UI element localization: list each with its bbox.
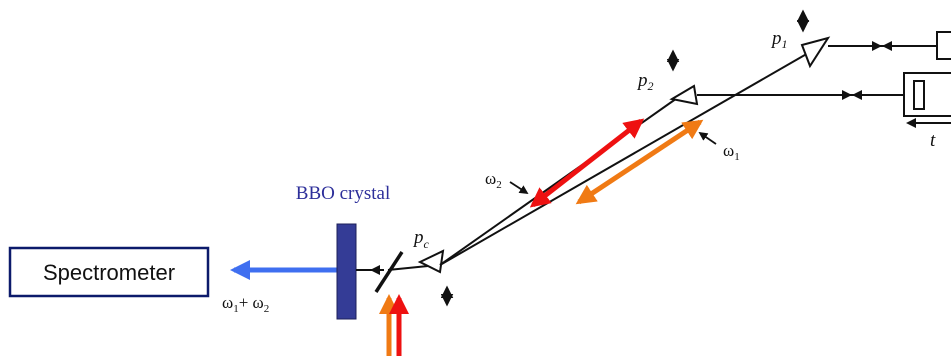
spectrometer-box	[8, 246, 210, 298]
sum-frequency-label: ω1+ ω2	[222, 293, 269, 315]
spectrometer-label: Spectrometer	[43, 260, 175, 285]
pc-to-p1-beam	[439, 51, 811, 266]
omega1-pointer	[698, 131, 717, 145]
prism-pc	[417, 249, 445, 274]
p2-line-bowtie-icon	[842, 90, 862, 100]
omega2-label: ω2	[485, 169, 502, 191]
delay-stage: t	[903, 72, 951, 151]
omega1-label: ω1	[723, 141, 740, 163]
prism-p1	[800, 36, 831, 69]
omega2-pointer	[509, 181, 529, 194]
spectrometer: Spectrometer	[8, 246, 210, 298]
p1-line-bowtie-icon	[872, 41, 892, 51]
omega1-beam	[575, 119, 704, 205]
prism-p2	[669, 84, 699, 106]
pc-to-p2-beam	[439, 95, 681, 266]
delay-label: t	[930, 130, 936, 151]
prism-p2-label: p2	[636, 70, 654, 93]
omega2-beam	[529, 118, 645, 208]
prism-p1-label: p1	[770, 28, 788, 51]
bbo-crystal	[336, 223, 357, 320]
prism-pc-label: pc	[412, 227, 430, 251]
bbo-crystal-label: BBO crystal	[296, 183, 390, 204]
delay-stage-body	[903, 72, 951, 117]
delay-stage-mirror	[913, 80, 925, 110]
combining-mirror	[374, 251, 404, 293]
p1-retroreflector	[936, 31, 951, 60]
